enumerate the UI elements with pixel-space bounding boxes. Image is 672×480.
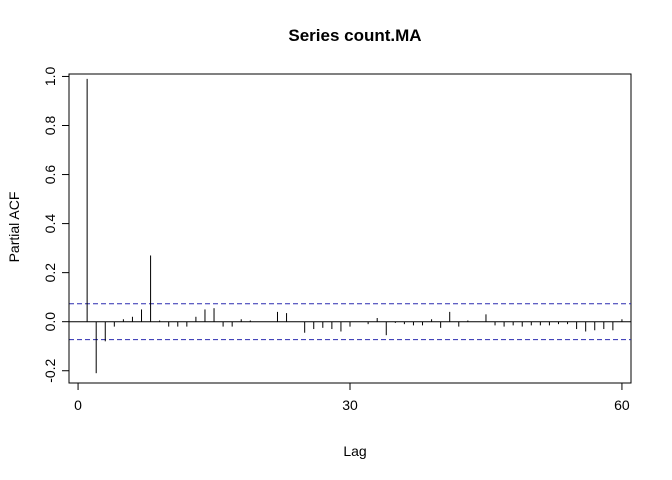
y-tick-label-0: 0.0 xyxy=(42,312,58,332)
x-tick-label-60: 60 xyxy=(614,397,630,413)
y-tick-label-0.4: 0.4 xyxy=(42,214,58,234)
y-tick-label-0.6: 0.6 xyxy=(42,165,58,185)
y-tick-label-1: 1.0 xyxy=(42,67,58,87)
y-tick-label-0.2: 0.2 xyxy=(42,263,58,283)
chart-title: Series count.MA xyxy=(288,26,421,45)
y-tick-label-0.8: 0.8 xyxy=(42,116,58,136)
x-tick-label-0: 0 xyxy=(74,397,82,413)
plot-frame xyxy=(68,73,632,384)
x-axis-label: Lag xyxy=(343,443,366,459)
y-tick-label--0.2: -0.2 xyxy=(42,358,58,382)
chart-marks: 0 30 60 -0.2 0.0 0.2 0.4 0.6 0.8 1.0 xyxy=(42,67,631,413)
y-axis-label: Partial ACF xyxy=(6,192,22,263)
x-tick-label-30: 30 xyxy=(342,397,358,413)
